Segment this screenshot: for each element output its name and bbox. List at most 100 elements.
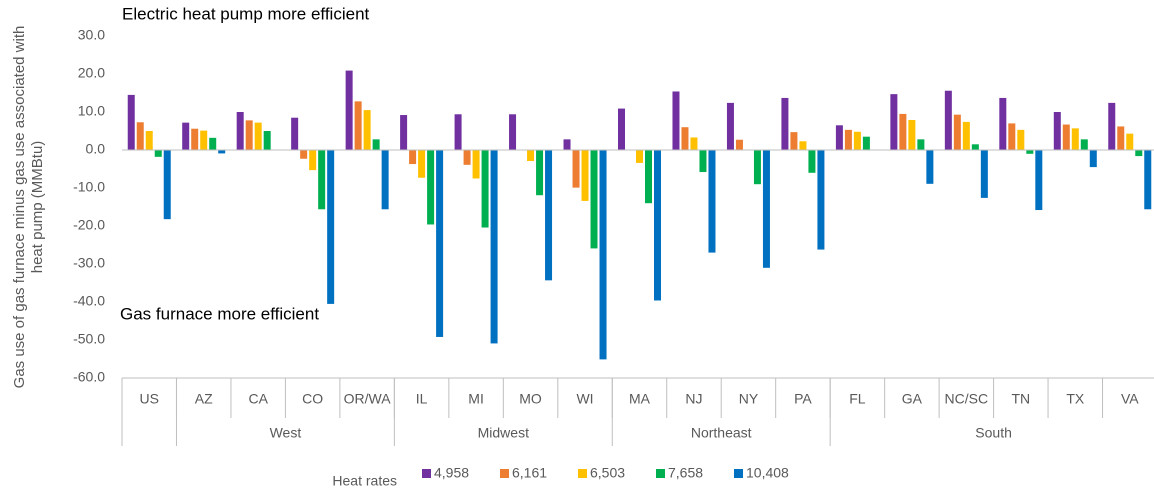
x-tick-label: MA [629, 391, 651, 407]
bar [354, 101, 362, 150]
bar [200, 130, 208, 150]
bar [436, 150, 444, 337]
bar [844, 129, 852, 150]
x-tick-label: TX [1066, 391, 1085, 407]
legend-title: Heat rates [332, 473, 397, 489]
x-tick-label: GA [902, 391, 923, 407]
x-tick-label: IL [416, 391, 428, 407]
bar [971, 144, 979, 150]
bar [636, 150, 643, 163]
bar [372, 139, 380, 150]
y-tick-label: -40.0 [73, 293, 105, 309]
bar [218, 150, 226, 154]
bar [599, 150, 607, 360]
bar [944, 90, 952, 150]
bar [708, 150, 716, 253]
y-tick-label: 0.0 [86, 141, 106, 157]
bar [463, 150, 471, 165]
bar [790, 132, 798, 150]
bar [735, 139, 743, 150]
bar [762, 150, 770, 268]
bar [381, 150, 389, 210]
x-tick-label: CA [248, 391, 268, 407]
bar [191, 128, 199, 150]
bar [980, 150, 988, 198]
legend-label: 10,408 [746, 465, 789, 481]
bar [309, 150, 317, 171]
bar [999, 97, 1007, 150]
y-tick-label: -60.0 [73, 369, 105, 385]
bar [427, 150, 435, 225]
x-tick-label: VA [1121, 391, 1139, 407]
bar [481, 150, 489, 228]
bar [545, 150, 553, 281]
bar [163, 150, 171, 220]
y-tick-label: 20.0 [78, 65, 105, 81]
y-label-line: Gas use of gas furnace minus gas use ass… [11, 26, 28, 389]
bar [490, 150, 498, 344]
bar [509, 114, 517, 150]
y-tick-label: 30.0 [78, 27, 105, 43]
bar [136, 122, 144, 150]
bar [953, 114, 961, 150]
legend-swatch [500, 469, 509, 478]
y-tick-label: -10.0 [73, 179, 105, 195]
bar [581, 150, 589, 201]
bar [254, 122, 262, 150]
bar [1117, 126, 1125, 150]
bar [263, 131, 271, 150]
bar [890, 94, 898, 150]
x-tick-label: US [140, 391, 159, 407]
y-tick-label: -20.0 [73, 217, 105, 233]
bar [363, 110, 371, 150]
bar [318, 150, 326, 210]
bar [1026, 150, 1034, 154]
bar [182, 122, 190, 150]
bar [527, 150, 535, 162]
y-axis-label: Gas use of gas furnace minus gas use ass… [11, 26, 46, 389]
x-tick-label: TN [1011, 391, 1030, 407]
group-label: South [975, 425, 1012, 441]
bar [1135, 150, 1143, 157]
bar [1035, 150, 1043, 211]
bar [409, 150, 417, 165]
bar [672, 91, 680, 150]
bar [690, 137, 698, 150]
bar [808, 150, 816, 173]
bar [590, 150, 598, 249]
bar [781, 97, 789, 150]
group-label: Midwest [478, 425, 529, 441]
bar [1017, 129, 1025, 150]
legend-swatch [578, 469, 587, 478]
bar [699, 150, 707, 173]
bar [127, 94, 135, 150]
legend-label: 7,658 [668, 465, 703, 481]
bar [962, 121, 970, 150]
bar [1008, 123, 1016, 150]
x-tick-label: OR/WA [344, 391, 392, 407]
bar [1144, 150, 1152, 210]
bar [300, 150, 308, 159]
bar [908, 119, 916, 150]
bar [1053, 112, 1061, 150]
bar [563, 139, 571, 150]
bar [1062, 124, 1070, 150]
y-tick-label: 10.0 [78, 103, 105, 119]
annotation: Electric heat pump more efficient [122, 4, 370, 23]
y-tick-label: -50.0 [73, 331, 105, 347]
legend-swatch [422, 469, 431, 478]
x-tick-label: WI [576, 391, 593, 407]
bar [899, 113, 907, 150]
bar [327, 150, 335, 304]
bar [236, 112, 244, 150]
x-tick-label: FL [849, 391, 866, 407]
bar [1108, 102, 1116, 150]
x-tick-label: NC/SC [945, 391, 989, 407]
annotation: Gas furnace more efficient [120, 304, 319, 323]
bar [291, 117, 299, 150]
bar [1080, 139, 1088, 150]
bar [400, 115, 408, 150]
bar [926, 150, 934, 184]
x-tick-label: AZ [195, 391, 213, 407]
